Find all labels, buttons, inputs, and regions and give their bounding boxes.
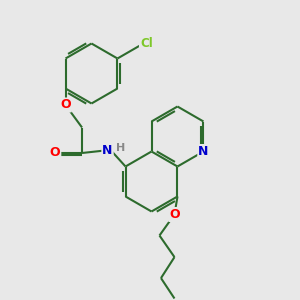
Text: O: O [169, 208, 180, 221]
Text: O: O [50, 146, 60, 160]
Text: H: H [116, 142, 126, 153]
Text: Cl: Cl [140, 37, 153, 50]
Text: O: O [60, 98, 71, 112]
Text: N: N [198, 145, 208, 158]
Text: N: N [102, 143, 113, 157]
